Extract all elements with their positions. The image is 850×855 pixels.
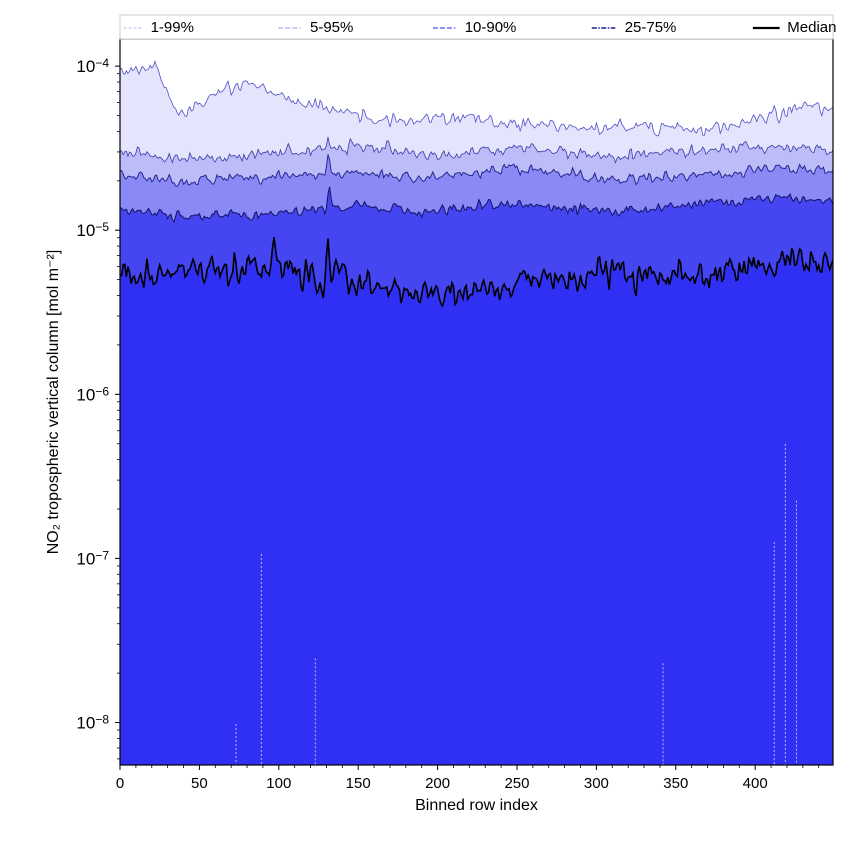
svg-text:250: 250	[504, 775, 529, 792]
svg-text:10−5: 10−5	[76, 220, 109, 240]
svg-text:25-75%: 25-75%	[625, 19, 677, 36]
svg-text:50: 50	[191, 775, 208, 792]
svg-text:10−6: 10−6	[76, 384, 109, 404]
svg-text:NO₂ tropospheric vertical colu: NO₂ tropospheric vertical column [mol m⁻…	[45, 250, 62, 555]
svg-text:150: 150	[346, 775, 371, 792]
svg-text:350: 350	[663, 775, 688, 792]
svg-text:10−7: 10−7	[76, 548, 109, 568]
svg-text:1-99%: 1-99%	[151, 19, 194, 36]
svg-text:10−4: 10−4	[76, 56, 109, 76]
svg-text:0: 0	[116, 775, 124, 792]
svg-text:5-95%: 5-95%	[310, 19, 353, 36]
svg-text:400: 400	[743, 775, 768, 792]
svg-text:300: 300	[584, 775, 609, 792]
svg-text:Binned row index: Binned row index	[415, 797, 538, 814]
svg-text:10-90%: 10-90%	[465, 19, 517, 36]
svg-text:10−8: 10−8	[76, 712, 109, 732]
svg-text:200: 200	[425, 775, 450, 792]
svg-text:Median: Median	[787, 19, 836, 36]
svg-text:100: 100	[266, 775, 291, 792]
